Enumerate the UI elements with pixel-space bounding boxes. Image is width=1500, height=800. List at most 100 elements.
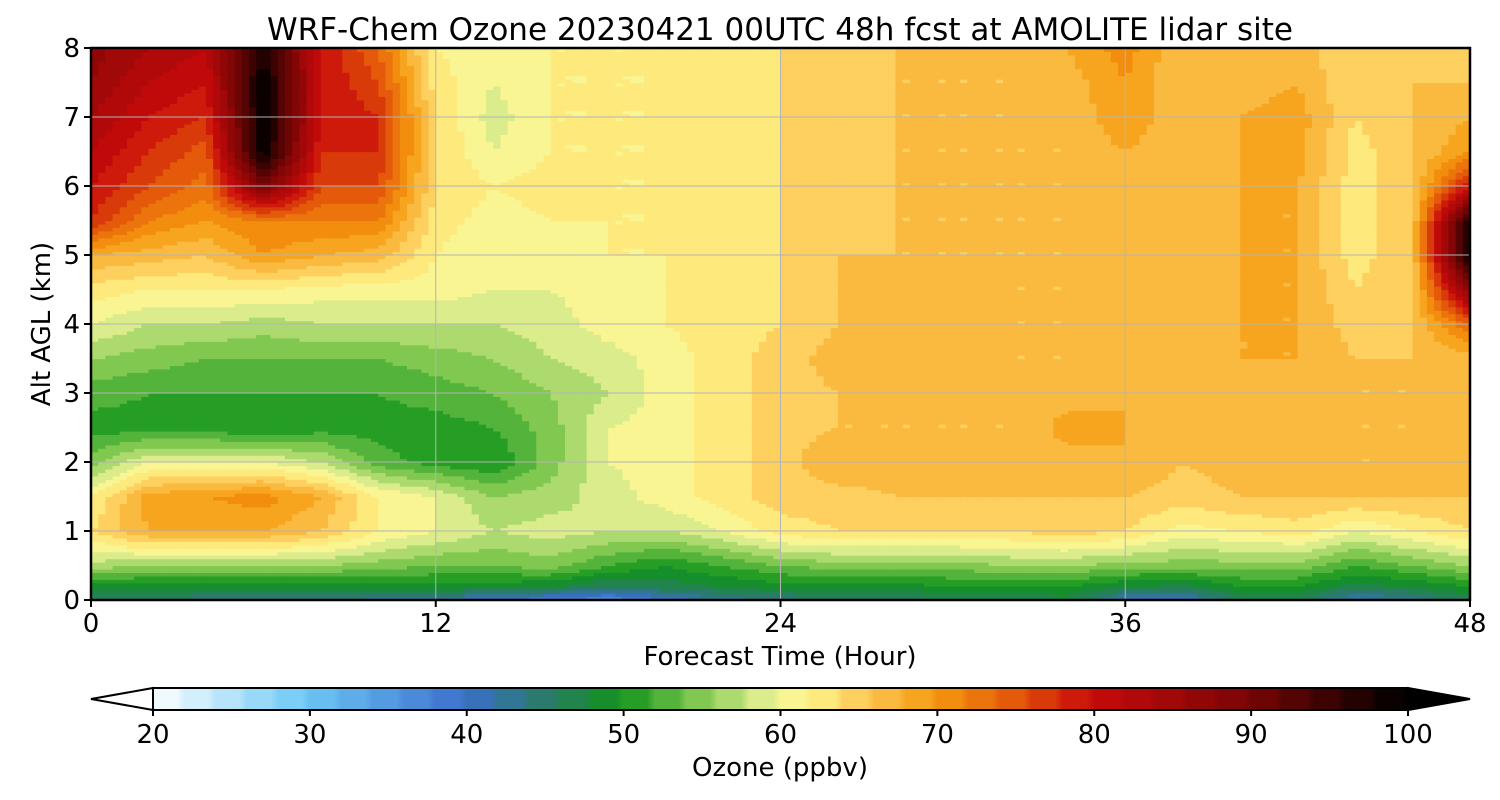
heat-cell <box>306 568 315 573</box>
heat-cell <box>1405 596 1414 600</box>
heat-cell <box>974 524 983 529</box>
heat-cell <box>1132 589 1141 594</box>
heat-cell <box>1168 558 1177 563</box>
heat-cell <box>1118 548 1126 553</box>
heat-cell <box>1204 524 1213 529</box>
heat-cell <box>1419 586 1428 591</box>
heat-cell <box>1003 513 1011 518</box>
heat-cell <box>435 568 444 573</box>
heat-cell <box>371 548 379 553</box>
heat-cell <box>1412 579 1421 584</box>
heat-cell <box>909 524 918 529</box>
heat-cell <box>521 568 530 573</box>
heat-cell <box>1204 520 1213 525</box>
heat-cell <box>636 572 645 577</box>
heat-cell <box>234 541 243 546</box>
heat-cell <box>1189 537 1198 542</box>
heat-cell <box>249 513 257 518</box>
heat-cell <box>1261 562 1270 567</box>
heat-cell <box>177 517 185 522</box>
heat-cell <box>1039 568 1047 573</box>
heat-cell <box>687 586 695 591</box>
heat-cell <box>464 589 473 594</box>
heat-cell <box>888 548 897 553</box>
heat-cell <box>909 575 918 580</box>
heat-cell <box>284 551 293 556</box>
heat-cell <box>155 565 164 570</box>
heat-cell <box>715 527 724 532</box>
heat-cell <box>1125 593 1134 598</box>
heat-cell <box>428 510 437 515</box>
heat-cell <box>909 520 918 525</box>
heat-cell <box>98 593 106 598</box>
heat-cell <box>1319 541 1327 546</box>
heat-cell <box>277 517 286 522</box>
heat-cell <box>378 531 387 536</box>
heat-cell <box>794 562 803 567</box>
heat-cell <box>184 517 193 522</box>
heat-cell <box>1412 517 1421 522</box>
heat-cell <box>565 524 573 529</box>
heat-cell <box>1161 513 1169 518</box>
heat-cell <box>241 589 250 594</box>
heat-cell <box>1441 579 1450 584</box>
heat-cell <box>162 562 171 567</box>
heat-cell <box>471 555 480 560</box>
heat-cell <box>378 510 387 515</box>
heat-cell <box>565 513 573 518</box>
heat-cell <box>328 513 336 518</box>
heat-cell <box>529 527 537 532</box>
heat-cell <box>615 544 624 549</box>
heat-cell <box>399 555 408 560</box>
heat-cell <box>1362 565 1371 570</box>
heat-cell <box>471 572 480 577</box>
heat-cell <box>162 568 171 573</box>
heat-cell <box>737 551 746 556</box>
heat-cell <box>1412 513 1421 518</box>
heat-cell <box>392 537 401 542</box>
heat-cell <box>672 593 681 598</box>
heat-cell <box>586 582 595 587</box>
heat-cell <box>407 551 415 556</box>
heat-cell <box>256 596 264 600</box>
heat-cell <box>399 575 408 580</box>
heat-cell <box>320 544 329 549</box>
heat-cell <box>320 568 329 573</box>
heat-cell <box>1455 524 1464 529</box>
heat-cell <box>1082 527 1090 532</box>
heat-cell <box>593 527 602 532</box>
heat-cell <box>450 537 458 542</box>
heat-cell <box>636 579 645 584</box>
heat-cell <box>1434 520 1442 525</box>
heat-cell <box>191 531 200 536</box>
heat-cell <box>600 531 609 536</box>
heat-cell <box>378 548 387 553</box>
heat-cell <box>1161 537 1169 542</box>
heat-cell <box>629 551 638 556</box>
heat-cell <box>1326 596 1335 600</box>
heat-cell <box>644 593 652 598</box>
heat-cell <box>780 534 789 539</box>
heat-cell <box>881 589 889 594</box>
heat-cell <box>1103 558 1112 563</box>
heat-cell <box>830 548 839 553</box>
heat-cell <box>270 589 279 594</box>
heat-cell <box>1204 565 1213 570</box>
heat-cell <box>960 596 968 600</box>
heat-cell <box>902 596 911 600</box>
heat-cell <box>306 510 315 515</box>
heat-cell <box>672 596 681 600</box>
heat-cell <box>644 565 652 570</box>
heat-cell <box>234 520 243 525</box>
heat-cell <box>493 575 501 580</box>
heat-cell <box>1039 520 1047 525</box>
heat-cell <box>873 531 882 536</box>
heat-cell <box>708 555 717 560</box>
heat-cell <box>1247 572 1256 577</box>
heat-cell <box>435 513 444 518</box>
heat-cell <box>292 586 300 591</box>
heat-cell <box>651 551 659 556</box>
heat-cell <box>866 575 875 580</box>
heat-cell <box>363 586 372 591</box>
heat-cell <box>787 520 796 525</box>
